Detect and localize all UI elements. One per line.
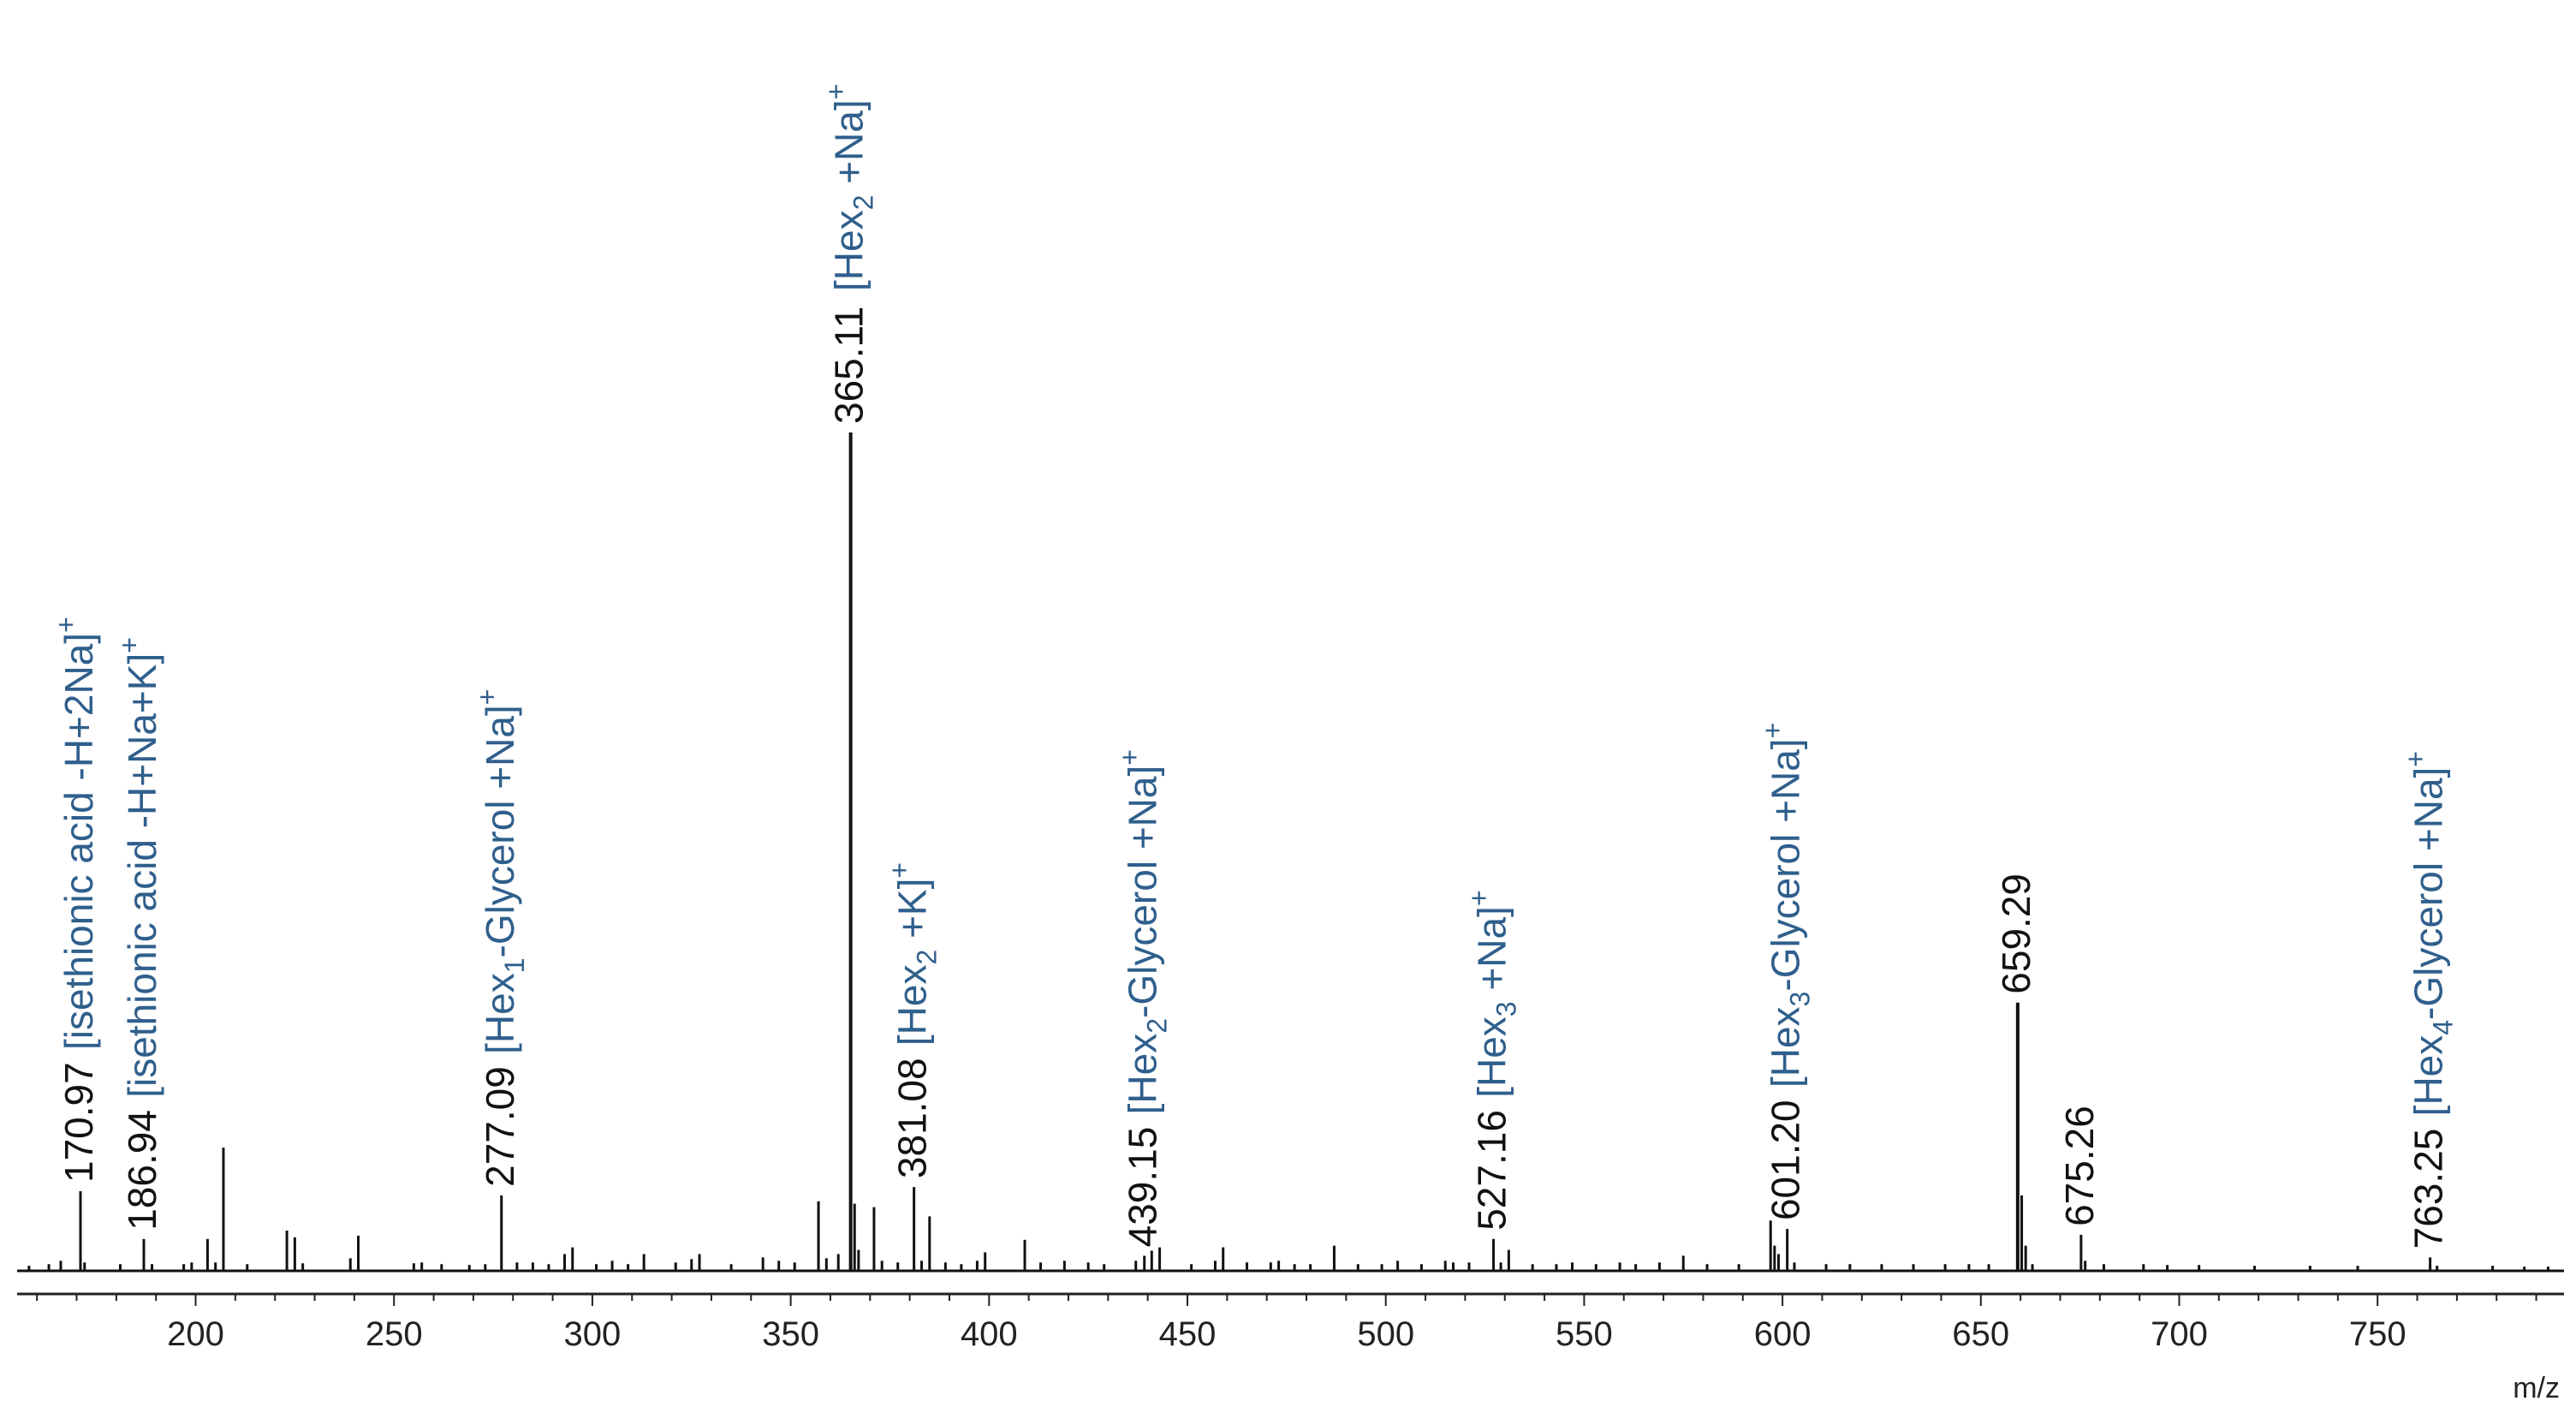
peak-mz-label: 277.09: [478, 1066, 522, 1187]
peak-mz-label: 439.15: [1121, 1127, 1165, 1248]
peak-mz-label: 365.11: [827, 307, 872, 424]
ion-annotation: [Hex2 +K]+: [884, 862, 943, 1046]
peak-mz-label: 527.16: [1470, 1110, 1514, 1231]
peak-mz-labels: 170.97 186.94 277.09 365.11 381.08 439.15 527.…: [57, 307, 2451, 1249]
x-tick-label: 300: [564, 1315, 622, 1353]
ion-annotation: [Hex4-Glycerol +Na]+: [2400, 751, 2459, 1116]
ion-annotation: [Hex2-Glycerol +Na]+: [1115, 749, 1173, 1114]
x-tick-label: 400: [961, 1315, 1018, 1353]
peak-mz-label: 170.97: [57, 1062, 101, 1183]
x-tick-label: 450: [1159, 1315, 1217, 1353]
ion-annotations: [isethionic acid -H+2Na]+ [isethionic aci…: [51, 84, 2459, 1117]
x-tick-label: 200: [167, 1315, 224, 1353]
x-axis-label: m/z: [2513, 1372, 2560, 1404]
peak-mz-label: 381.08: [890, 1058, 935, 1178]
x-tick-label: 600: [1754, 1315, 1812, 1353]
peak-mz-label: 186.94: [120, 1110, 164, 1231]
spectrum-peaks: [27, 432, 2549, 1271]
x-tick-label: 550: [1556, 1315, 1613, 1353]
x-tick-label: 500: [1357, 1315, 1414, 1353]
ion-annotation: [Hex2 +Na]+: [821, 84, 879, 291]
x-axis: 200 250 300 350 400 450 500 550 600 650 700 750: [17, 1292, 2564, 1353]
x-tick-label: 350: [762, 1315, 819, 1353]
x-tick-label: 700: [2151, 1315, 2208, 1353]
ion-annotation: [isethionic acid -H+Na+K]+: [114, 637, 164, 1098]
peak-mz-label: 659.29: [1994, 873, 2038, 994]
ion-annotation: [Hex3-Glycerol +Na]+: [1758, 723, 1816, 1088]
ion-annotation: [Hex1-Glycerol +Na]+: [472, 689, 530, 1054]
ion-annotation: [Hex3 +Na]+: [1464, 890, 1522, 1097]
ion-annotation: [isethionic acid -H+2Na]+: [51, 617, 101, 1050]
x-tick-label: 650: [1952, 1315, 2009, 1353]
peak-mz-label: 763.25: [2406, 1129, 2451, 1249]
x-tick-label: 250: [366, 1315, 423, 1353]
x-tick-label: 750: [2349, 1315, 2406, 1353]
peak-mz-label: 601.20: [1764, 1100, 1808, 1220]
peak-mz-label: 675.26: [2057, 1106, 2102, 1226]
